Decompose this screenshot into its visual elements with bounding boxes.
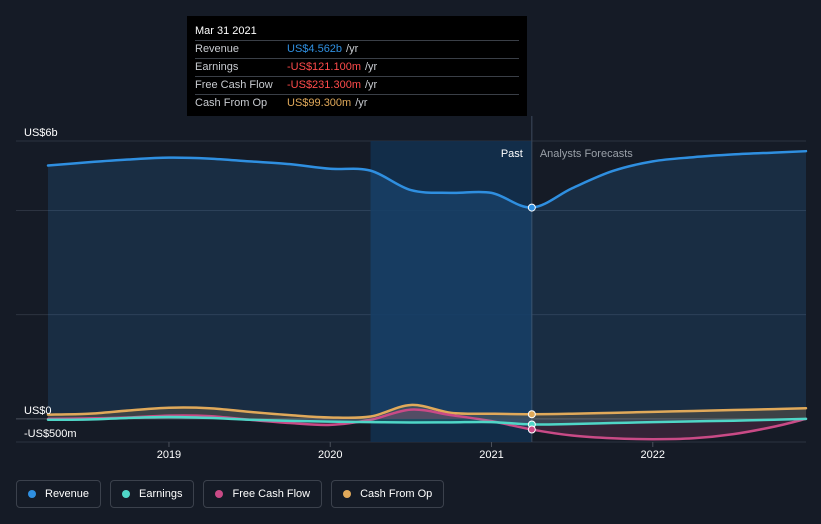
tooltip-date: Mar 31 2021 [195,25,257,37]
free-cash-flow-line [46,408,808,441]
tooltip: Mar 31 2021 Revenue US$4.562b /yr Earnin… [187,16,527,116]
tooltip-label: Revenue [195,43,240,55]
x-tick-label: 2019 [157,449,181,461]
x-tick-label: 2020 [318,449,342,461]
free-cash-flow-marker [527,425,536,434]
legend-item-free-cash-flow[interactable]: Free Cash Flow [203,480,323,508]
tooltip-row-cash-from-op: Cash From Op US$99.300m /yr [195,94,519,112]
tooltip-row-revenue: Revenue US$4.562b /yr [195,40,519,58]
revenue-area-fill [48,151,806,419]
revenue-dot-icon [28,490,36,498]
tooltip-label: Earnings [195,61,239,73]
tooltip-label: Free Cash Flow [195,79,273,91]
series-markers [527,203,536,434]
past-highlight-band [370,141,532,442]
cash-from-op-line [46,403,808,420]
legend-item-earnings[interactable]: Earnings [110,480,195,508]
revenue-area [48,151,806,419]
free-cash-flow-area [48,409,806,440]
tooltip-value: -US$121.100m [287,61,361,73]
forecast-label: Analysts Forecasts [540,148,633,160]
tooltip-value: US$99.300m [287,97,352,109]
y-axis-labels: US$6b US$0 -US$500m [24,127,77,440]
y-tick-label: -US$500m [24,428,77,440]
cash-from-op-dot-icon [343,490,352,498]
legend-label: Free Cash Flow [232,488,311,500]
tooltip-row-earnings: Earnings -US$121.100m /yr [195,58,519,76]
cash-from-op-marker [527,410,536,419]
legend-label: Revenue [45,488,90,500]
revenue-marker [527,203,536,212]
tooltip-unit: /yr [365,61,378,73]
y-tick-label: US$6b [24,127,58,139]
legend-item-revenue[interactable]: Revenue [16,480,102,508]
tooltip-label: Cash From Op [195,97,268,109]
legend-label: Cash From Op [360,488,433,500]
tooltip-unit: /yr [365,79,378,91]
y-tick-label: US$0 [24,405,52,417]
revenue-line [46,149,808,209]
past-label: Past [501,148,523,160]
x-tick-label: 2022 [641,449,665,461]
earnings-dot-icon [122,490,131,498]
tooltip-value: -US$231.300m [287,79,361,91]
tooltip-row-free-cash-flow: Free Cash Flow -US$231.300m /yr [195,76,519,94]
tooltip-unit: /yr [355,97,368,109]
series-lines [46,149,808,441]
earnings-line [46,415,808,426]
tooltip-unit: /yr [346,43,359,55]
legend: Revenue Earnings Free Cash Flow Cash Fro… [16,480,445,508]
x-tick-label: 2021 [479,449,503,461]
free-cash-flow-dot-icon [215,490,224,498]
legend-label: Earnings [139,488,183,500]
tooltip-value: US$4.562b [287,43,343,55]
legend-item-cash-from-op[interactable]: Cash From Op [331,480,445,508]
x-axis-labels: 2019 2020 2021 2022 [157,442,665,461]
